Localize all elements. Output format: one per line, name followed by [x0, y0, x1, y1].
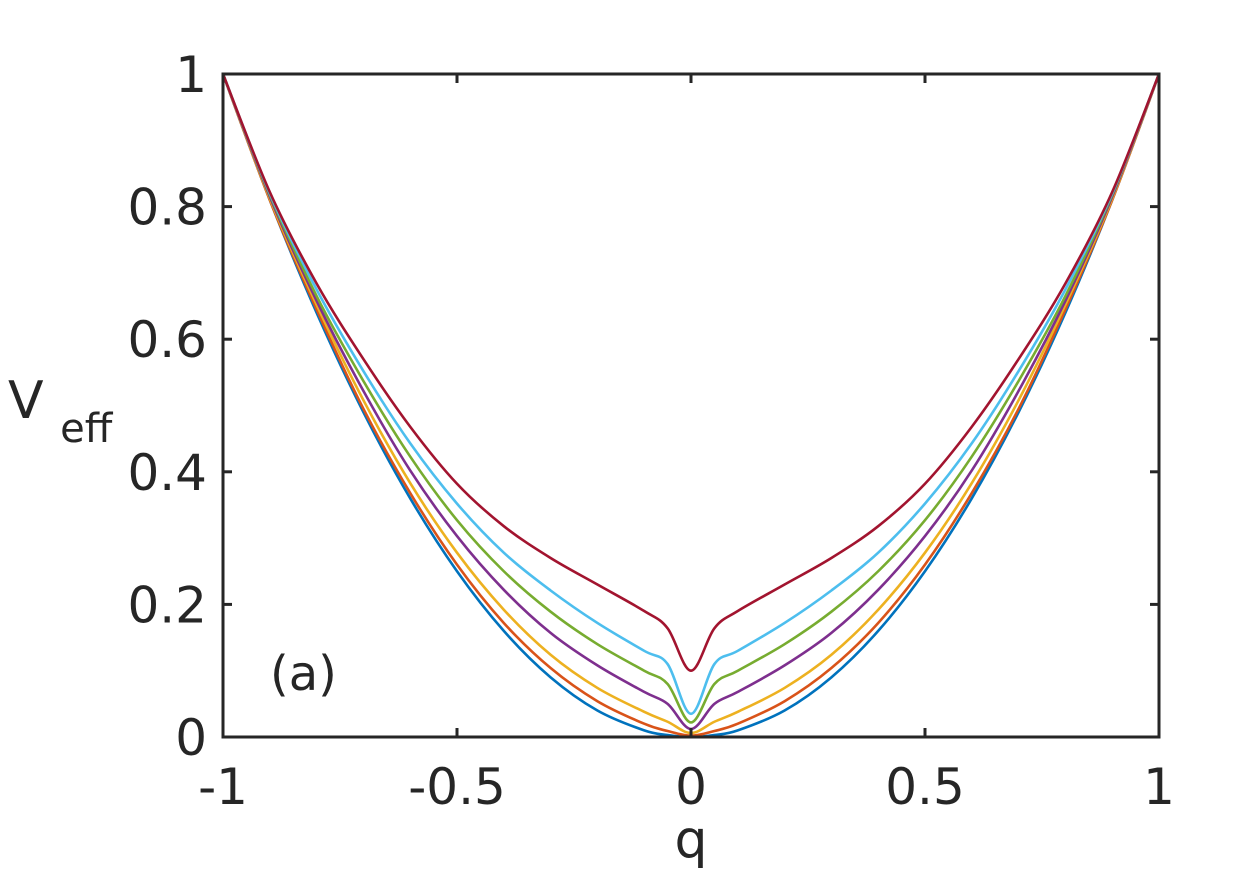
curves-group [221, 73, 1161, 739]
series-line-2 [221, 73, 1161, 737]
y-tick-label-4: 0.8 [127, 179, 207, 237]
y-tick-label-1: 0.2 [127, 576, 207, 634]
ticks-group [221, 72, 1161, 739]
y-tick-label-0: 0 [175, 709, 207, 767]
y-axis-label-main: V [8, 371, 44, 431]
series-line-3 [221, 73, 1161, 735]
y-tick-label-5: 1 [175, 46, 207, 104]
tick-labels-group: -1 -0.5 0 0.5 1 0 0.2 0.4 0.6 0.8 1 [127, 46, 1174, 816]
x-tick-label-1: -0.5 [408, 758, 506, 816]
x-tick-label-0: -1 [198, 758, 248, 816]
y-axis-label-subscript: eff [60, 406, 114, 452]
x-tick-label-4: 1 [1143, 758, 1175, 816]
panel-annotation: (a) [270, 646, 337, 702]
x-tick-label-3: 0.5 [885, 758, 965, 816]
y-tick-label-2: 0.4 [127, 444, 207, 502]
series-line-5 [221, 73, 1161, 724]
series-line-6 [221, 73, 1161, 716]
series-line-1 [221, 73, 1161, 739]
y-axis-label: V eff [8, 371, 114, 452]
x-tick-label-2: 0 [675, 758, 707, 816]
plot-frame [221, 72, 1161, 739]
x-axis-label: q [674, 810, 707, 870]
y-tick-label-3: 0.6 [127, 311, 207, 369]
series-line-7 [221, 73, 1161, 673]
